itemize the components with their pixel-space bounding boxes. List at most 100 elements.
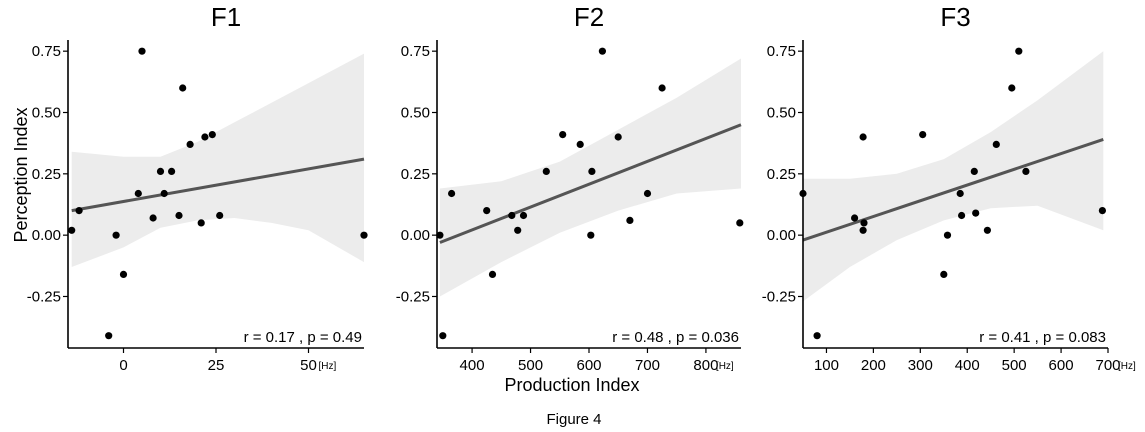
- data-point-19: [736, 219, 744, 227]
- data-point-4: [119, 270, 128, 278]
- data-point-19: [1098, 207, 1106, 215]
- stats-annotation: r = 0.48 , p = 0.036: [612, 329, 739, 346]
- panel-f1: -0.25 0.00 0.25 0.50 0.75 0 25 50 [Hz] F1 r = 0.17…: [27, 2, 368, 374]
- data-point-14: [983, 226, 992, 234]
- data-point-4: [483, 207, 491, 215]
- data-point-2: [75, 207, 83, 215]
- panel-f2: -0.25 0.00 0.25 0.50 0.75 400 500 600 700 800[Hz]…: [396, 2, 744, 374]
- data-point-8: [149, 214, 157, 222]
- data-point-15: [614, 133, 622, 141]
- data-point-6: [859, 133, 867, 141]
- data-point-14: [186, 140, 194, 148]
- y-axis-label: Perception Index: [11, 107, 31, 242]
- y-tick-label: 0.75: [401, 43, 430, 60]
- data-point-18: [658, 84, 666, 92]
- data-point-13: [588, 167, 596, 175]
- data-point-16: [1008, 84, 1016, 92]
- data-point-13: [972, 209, 980, 217]
- scatter-panels: -0.250.000.250.500.750 25 50 [Hz]F1r = 0.17…: [27, 2, 1136, 374]
- x-tick-label: 400: [955, 357, 980, 374]
- data-point-2: [439, 332, 447, 340]
- data-point-11: [576, 140, 584, 148]
- confidence-band: [71, 53, 364, 267]
- x-tick-label: 500: [518, 357, 543, 374]
- data-point-3: [112, 231, 120, 239]
- data-point-18: [216, 211, 224, 220]
- data-point-10: [559, 131, 567, 139]
- regression-line: [802, 138, 1104, 242]
- data-point-17: [1015, 47, 1023, 55]
- y-tick-label: 0.25: [32, 166, 61, 183]
- x-tick-label: 700: [1095, 357, 1120, 374]
- x-tick-label: 25: [208, 357, 225, 374]
- data-point-1: [436, 231, 444, 239]
- x-tick-label: 100: [814, 357, 839, 374]
- y-tick-label: -0.25: [396, 288, 430, 305]
- data-point-7: [919, 131, 927, 139]
- panel-f3: -0.25 0.00 0.25 0.50 0.75 100 200 300 400 500 600 7…: [762, 2, 1136, 374]
- data-point-16: [201, 133, 209, 141]
- data-point-12: [970, 167, 978, 175]
- data-point-1: [68, 226, 76, 234]
- data-point-9: [943, 231, 952, 239]
- data-point-15: [992, 140, 1000, 148]
- data-point-6: [508, 211, 516, 220]
- data-point-18: [1022, 167, 1030, 175]
- y-tick-label: 0.50: [32, 105, 61, 122]
- x-tick-label: 800: [693, 357, 718, 374]
- x-tick-label: 0: [119, 357, 127, 374]
- y-tick-label: 0.00: [401, 227, 430, 244]
- x-tick-label: 600: [576, 357, 601, 374]
- data-point-11: [168, 167, 176, 175]
- x-tick-label: 300: [908, 357, 933, 374]
- data-point-8: [519, 211, 528, 220]
- y-tick-label: -0.25: [27, 288, 61, 305]
- stats-annotation: r = 0.41 , p = 0.083: [979, 329, 1106, 346]
- x-axis-label: Production Index: [504, 375, 639, 395]
- x-tick-label: 500: [1002, 357, 1027, 374]
- data-point-6: [138, 47, 146, 55]
- figure-caption: Figure 4: [546, 411, 601, 428]
- regression-line: [439, 123, 742, 244]
- x-tick-label: 700: [635, 357, 660, 374]
- data-point-10: [956, 189, 964, 198]
- x-unit-label: [Hz]: [319, 361, 337, 372]
- data-point-10: [160, 189, 168, 198]
- x-tick-label: 600: [1049, 357, 1074, 374]
- data-point-14: [598, 47, 607, 55]
- y-tick-label: 0.75: [767, 43, 796, 60]
- data-point-13: [179, 84, 187, 92]
- data-point-5: [488, 270, 497, 278]
- x-tick-label: 50: [300, 357, 317, 374]
- data-point-9: [156, 167, 165, 175]
- data-point-4: [859, 226, 867, 234]
- panel-title: F3: [940, 2, 970, 32]
- x-tick-label: 200: [861, 357, 886, 374]
- data-point-16: [626, 216, 634, 224]
- data-point-2: [813, 332, 821, 340]
- y-tick-label: 0.00: [767, 227, 796, 244]
- data-point-17: [208, 131, 216, 139]
- panel-title: F1: [211, 2, 241, 32]
- confidence-band: [803, 51, 1104, 302]
- x-unit-label: [Hz]: [716, 361, 734, 372]
- y-tick-label: 0.00: [32, 227, 61, 244]
- data-point-7: [134, 189, 142, 198]
- y-tick-label: 0.50: [767, 105, 796, 122]
- data-point-7: [514, 226, 522, 234]
- data-point-17: [643, 189, 652, 198]
- regression-line: [71, 157, 365, 213]
- data-point-8: [940, 270, 948, 278]
- data-point-5: [860, 219, 868, 227]
- stats-annotation: r = 0.17 , p = 0.49: [244, 329, 362, 346]
- y-tick-label: -0.25: [762, 288, 796, 305]
- data-point-5: [105, 332, 113, 340]
- panel-title: F2: [574, 2, 604, 32]
- data-point-12: [175, 211, 183, 220]
- confidence-band: [439, 58, 741, 297]
- y-tick-label: 0.50: [401, 105, 430, 122]
- data-point-3: [448, 189, 456, 198]
- y-tick-label: 0.25: [767, 166, 796, 183]
- data-point-11: [958, 211, 966, 220]
